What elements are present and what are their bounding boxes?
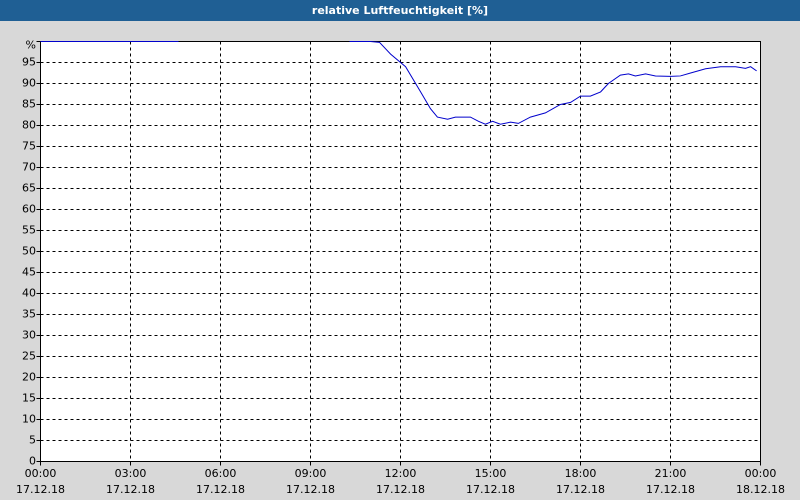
y-tick-label: 25: [22, 350, 36, 363]
y-tick-label: 45: [22, 266, 36, 279]
x-tick-date: 17.12.18: [16, 483, 65, 496]
x-tick-label: 03:00: [115, 467, 147, 480]
x-tick-label: 00:00: [25, 467, 57, 480]
x-tick-date: 17.12.18: [646, 483, 695, 496]
y-tick-label: 15: [22, 392, 36, 405]
y-tick-label: 35: [22, 308, 36, 321]
x-tick-label: 18:00: [565, 467, 597, 480]
x-tick-label: 00:00: [745, 467, 777, 480]
x-tick-label: 15:00: [475, 467, 507, 480]
y-tick-label: %: [26, 39, 36, 52]
y-tick-label: 75: [22, 140, 36, 153]
y-tick-label: 50: [22, 245, 36, 258]
y-tick-label: 20: [22, 371, 36, 384]
y-tick-label: 85: [22, 98, 36, 111]
y-tick-label: 5: [29, 434, 36, 447]
x-tick-label: 12:00: [385, 467, 417, 480]
x-tick-date: 17.12.18: [376, 483, 425, 496]
x-tick-date: 17.12.18: [106, 483, 155, 496]
x-tick-label: 06:00: [205, 467, 237, 480]
x-tick-label: 09:00: [295, 467, 327, 480]
x-tick-label: 21:00: [655, 467, 687, 480]
y-tick-label: 55: [22, 224, 36, 237]
x-tick-date: 17.12.18: [466, 483, 515, 496]
y-tick-label: 80: [22, 119, 36, 132]
x-tick-date: 18.12.18: [736, 483, 785, 496]
y-tick-label: 60: [22, 203, 36, 216]
x-tick-date: 17.12.18: [196, 483, 245, 496]
data-line: [40, 41, 757, 125]
y-tick-label: 0: [29, 455, 36, 468]
y-tick-label: 10: [22, 413, 36, 426]
x-tick-date: 17.12.18: [556, 483, 605, 496]
y-tick-label: 95: [22, 56, 36, 69]
y-tick-label: 30: [22, 329, 36, 342]
y-tick-label: 65: [22, 182, 36, 195]
title-bar: [0, 0, 800, 21]
x-tick-date: 17.12.18: [286, 483, 335, 496]
chart-title: relative Luftfeuchtigkeit [%]: [312, 4, 488, 17]
y-tick-label: 40: [22, 287, 36, 300]
y-tick-label: 90: [22, 77, 36, 90]
y-tick-label: 70: [22, 161, 36, 174]
